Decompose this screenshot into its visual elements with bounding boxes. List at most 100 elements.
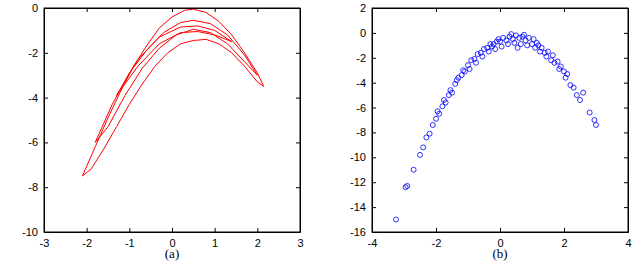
plot-frame	[44, 8, 300, 232]
point	[462, 69, 467, 74]
y-axis-right-tick	[624, 108, 628, 109]
y-axis-tick-label: -2	[28, 47, 38, 59]
figure: -3-2-10123-10-8-6-4-20(a)-4-2024-16-14-1…	[0, 0, 640, 268]
y-axis-right-tick-mark	[624, 58, 628, 59]
y-axis-tick-label: -12	[350, 176, 366, 188]
x-axis-top-tick-mark	[215, 8, 216, 12]
plot-area	[82, 9, 263, 176]
panel: -3-2-10123-10-8-6-4-20(a)	[22, 2, 303, 261]
y-axis-tick-label: -4	[356, 77, 366, 89]
x-axis-top-tick	[87, 8, 88, 12]
x-axis-tick-label: -2	[432, 237, 442, 249]
panel: -4-2024-16-14-12-10-8-6-4-202(b)	[350, 2, 631, 261]
point	[539, 45, 544, 50]
y-axis-tick-label: -10	[350, 151, 366, 163]
y-axis-right-tick	[296, 98, 300, 99]
point	[525, 43, 530, 48]
point	[550, 53, 555, 58]
panel-caption: (b)	[492, 246, 507, 261]
x-axis-top-tick-mark	[500, 8, 501, 12]
point	[474, 60, 479, 65]
y-axis-right-tick	[624, 33, 628, 34]
point	[469, 58, 474, 63]
point	[394, 217, 399, 222]
x-axis-top-tick	[172, 8, 173, 12]
x-axis-top-tick-mark	[87, 8, 88, 12]
y-axis-tick: 0	[360, 27, 376, 39]
x-axis-top	[373, 8, 629, 12]
x-axis-top-tick	[436, 8, 437, 12]
point	[555, 59, 560, 64]
y-axis-right-tick	[624, 58, 628, 59]
x-axis-top-tick-mark	[564, 8, 565, 12]
x-axis-top-tick	[500, 8, 501, 12]
point	[403, 185, 408, 190]
point	[552, 60, 557, 65]
y-axis-right-tick	[296, 53, 300, 54]
panel-caption: (a)	[165, 246, 179, 261]
plot-area	[394, 32, 599, 222]
y-axis-tick-label: -4	[28, 92, 38, 104]
y-axis-right-tick	[296, 142, 300, 143]
y-axis-tick-mark	[372, 58, 376, 59]
point	[546, 49, 551, 54]
y-axis-tick-mark	[372, 132, 376, 133]
point	[518, 42, 523, 47]
x-axis-top-tick-mark	[129, 8, 130, 12]
y-axis-tick: -4	[356, 77, 376, 89]
x-axis-tick: -2	[432, 228, 442, 249]
series-line	[82, 9, 263, 176]
y-axis-right-tick-mark	[624, 207, 628, 208]
y-axis-right-tick-mark	[296, 53, 300, 54]
x-axis-tick-label: 1	[212, 237, 218, 249]
x-axis-tick-mark	[436, 228, 437, 232]
point	[450, 90, 455, 95]
x-axis-top-tick	[257, 8, 258, 12]
y-axis-right-tick-mark	[624, 108, 628, 109]
point	[522, 32, 527, 37]
point	[526, 35, 531, 40]
x-axis-tick-mark	[500, 228, 501, 232]
point	[418, 152, 423, 157]
x-axis-top	[45, 8, 301, 12]
point	[587, 110, 592, 115]
point	[427, 131, 432, 136]
y-axis-right-tick-mark	[624, 33, 628, 34]
series-line	[95, 20, 257, 142]
y-axis-tick-mark	[44, 98, 48, 99]
y-axis-tick: -8	[28, 181, 48, 193]
y-axis-right-tick-mark	[624, 132, 628, 133]
x-axis-tick-label: -2	[82, 237, 92, 249]
y-axis-tick-mark	[372, 83, 376, 84]
y-axis-tick-label: -6	[28, 136, 38, 148]
point	[558, 64, 563, 69]
y-axis-right-tick-mark	[624, 182, 628, 183]
point	[565, 71, 570, 76]
x-axis-tick-mark	[87, 228, 88, 232]
x-axis-tick: -2	[82, 228, 92, 249]
y-axis-tick-label: -6	[356, 102, 366, 114]
y-axis-right-tick-mark	[624, 157, 628, 158]
y-axis-tick-label: -2	[356, 52, 366, 64]
point	[467, 66, 472, 71]
y-axis-tick: -4	[28, 92, 48, 104]
x-axis-tick-mark	[257, 228, 258, 232]
x-axis-top-tick-mark	[436, 8, 437, 12]
y-axis-tick-label: 2	[360, 2, 366, 14]
y-axis-right-tick	[624, 182, 628, 183]
y-axis-tick-mark	[372, 182, 376, 183]
y-axis-tick-mark	[44, 187, 48, 188]
y-axis-tick-label: 0	[32, 2, 38, 14]
y-axis-tick-mark	[372, 207, 376, 208]
point	[512, 40, 517, 45]
series-line	[117, 26, 232, 95]
x-axis-top-tick	[215, 8, 216, 12]
y-axis-tick: -6	[356, 102, 376, 114]
y-axis-right-tick-mark	[296, 142, 300, 143]
point	[434, 116, 439, 121]
y-axis-tick-mark	[372, 108, 376, 109]
point	[509, 32, 514, 37]
x-axis-tick: 1	[212, 228, 218, 249]
y-axis-tick-label: -8	[356, 126, 366, 138]
point	[482, 47, 487, 52]
